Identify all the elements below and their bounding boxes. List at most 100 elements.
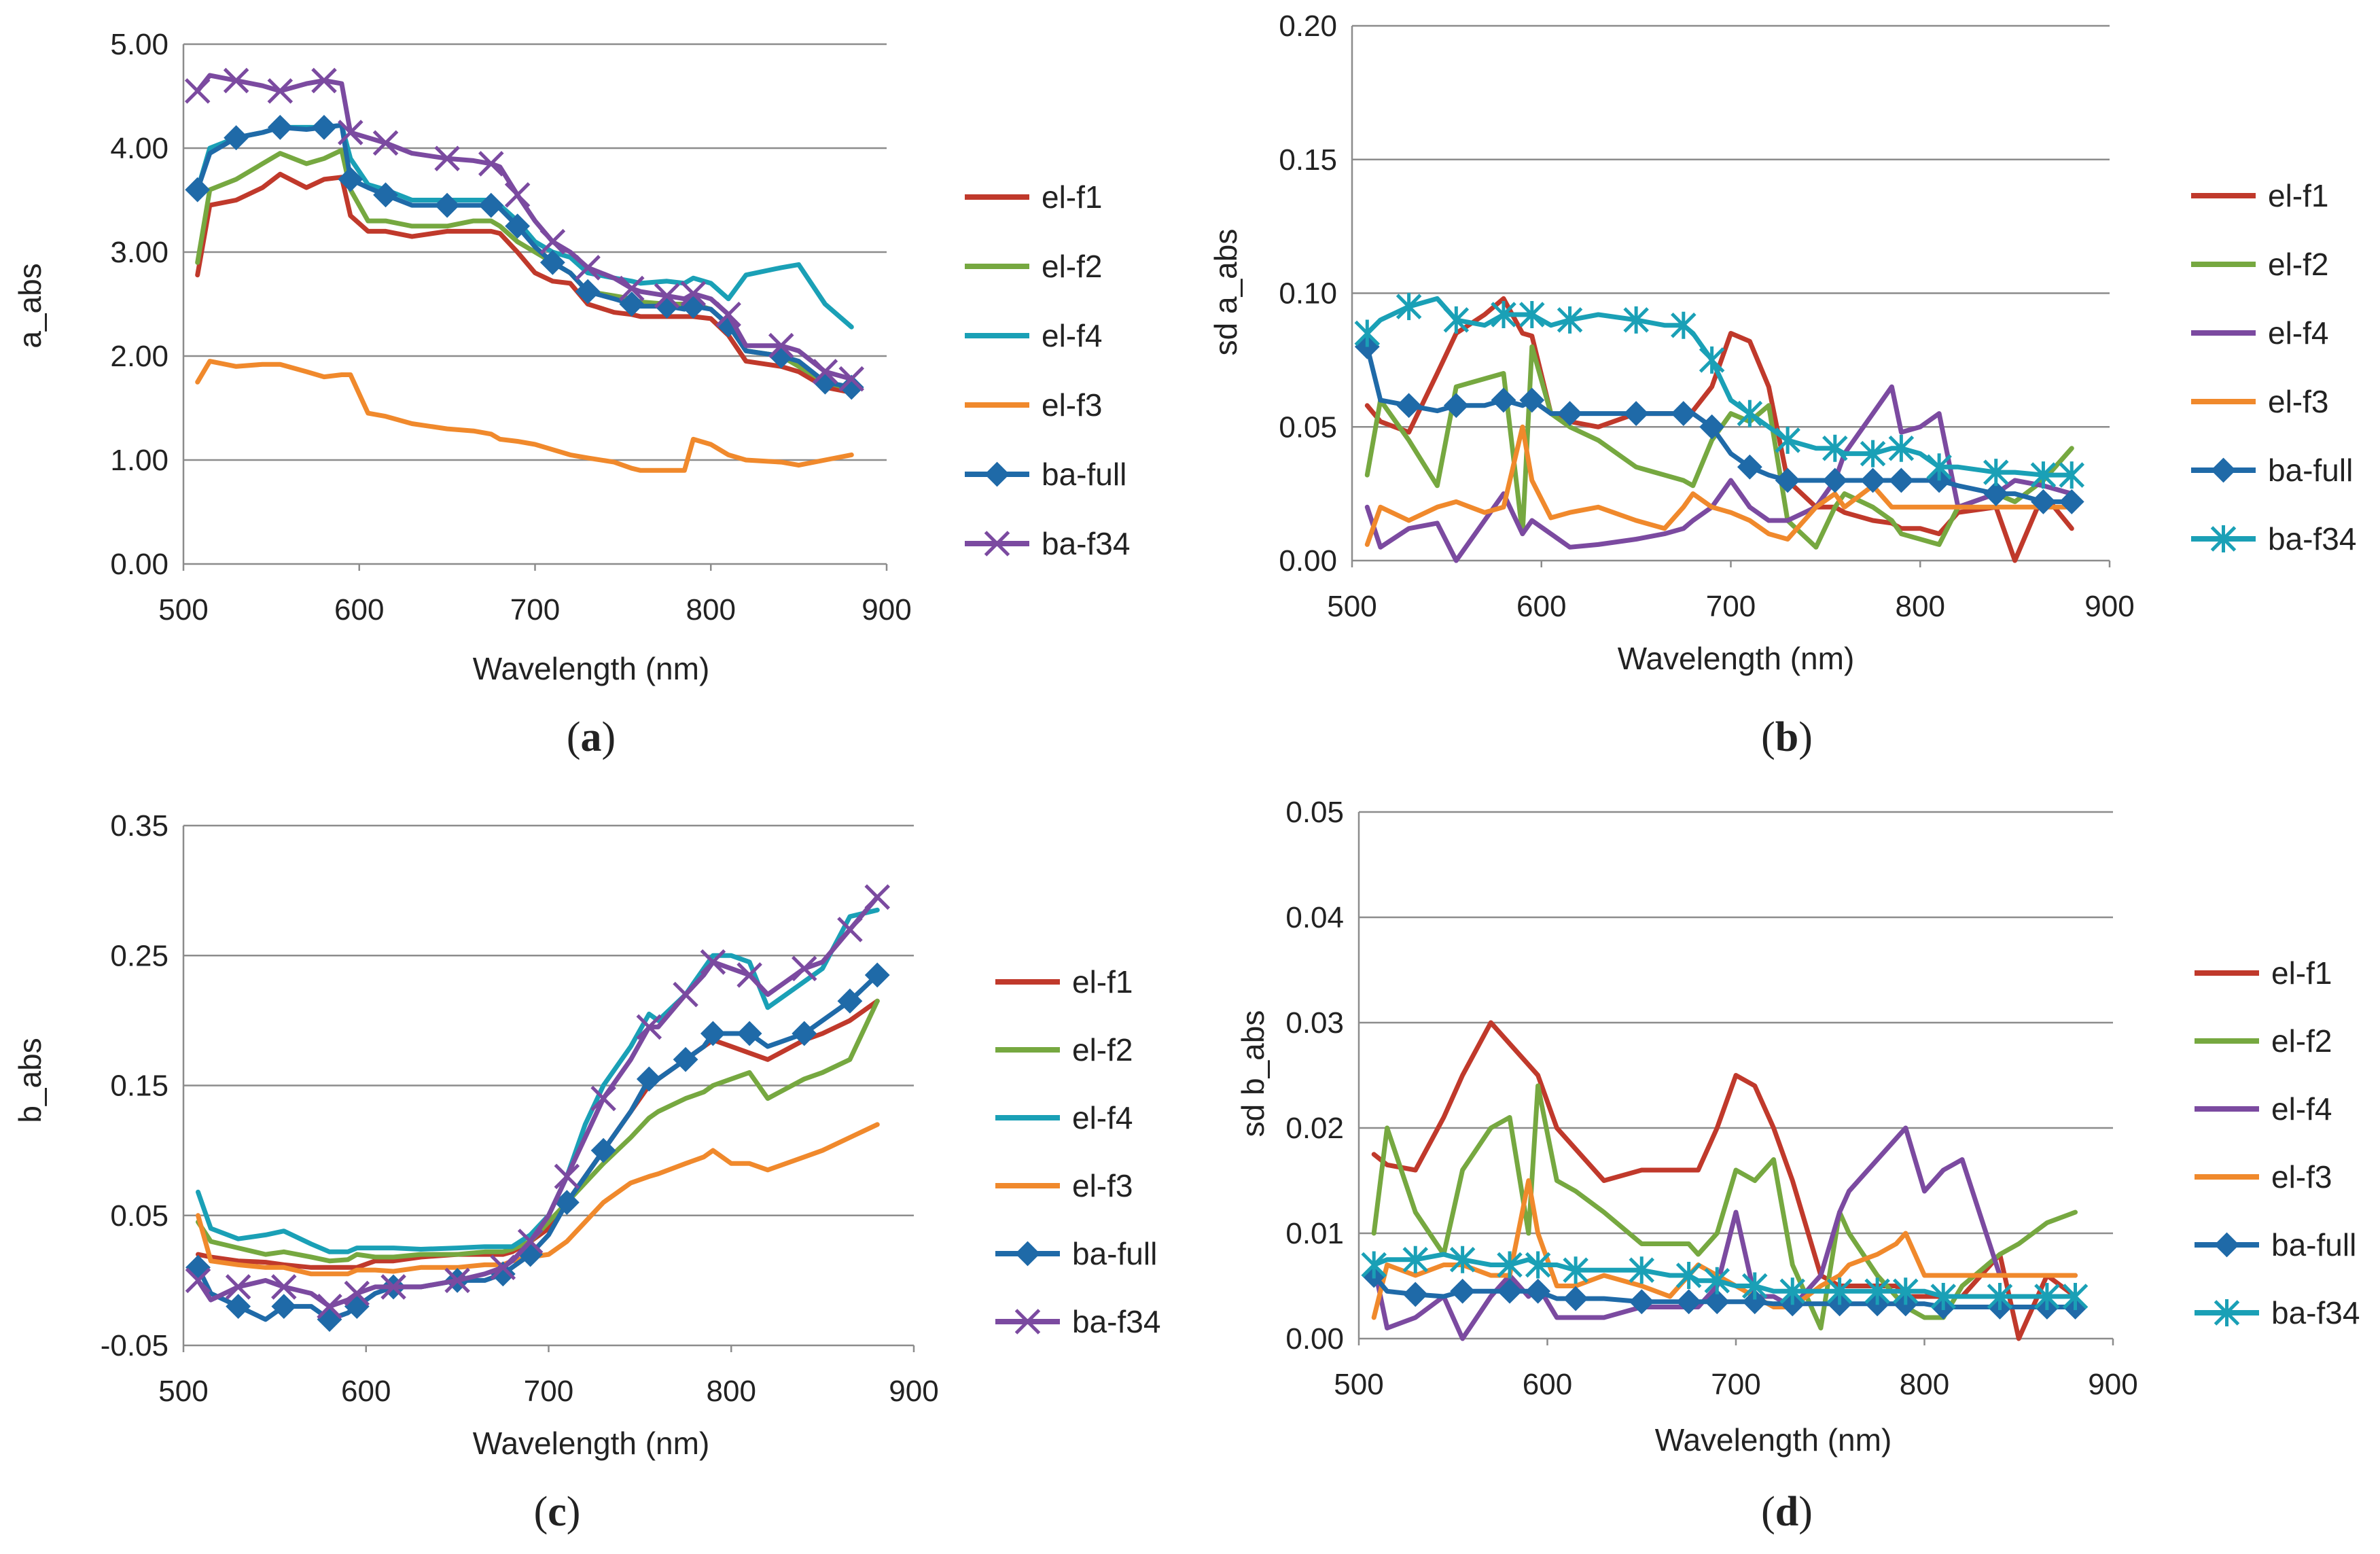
data-point-ba-f34 [673, 981, 698, 1008]
data-point-ba-f34 [590, 1085, 616, 1112]
data-point-ba-full [1822, 467, 1848, 493]
x-tick-label: 900 [862, 593, 911, 626]
data-point-ba-f34 [864, 884, 891, 910]
series-ba-f34 [1361, 1246, 2089, 1310]
legend-label: el-f1 [1042, 179, 1102, 215]
x-tick-label: 600 [1516, 590, 1566, 623]
x-tick-label: 500 [158, 1375, 208, 1408]
series-ba-f34 [1354, 293, 2085, 489]
series-ba-full [185, 114, 864, 400]
data-point-ba-f34 [736, 962, 762, 988]
data-point-ba-f34 [1826, 1277, 1853, 1305]
panel-label: (c) [534, 1489, 581, 1535]
data-point-ba-f34 [680, 281, 707, 306]
y-tick-label: 0.25 [110, 939, 168, 972]
legend-label: el-f1 [2271, 955, 2332, 991]
legend-label: el-f2 [2271, 1023, 2332, 1059]
data-point-ba-f34 [372, 130, 399, 156]
data-point-ba-f34 [1860, 440, 1886, 467]
data-point-ba-f34 [1888, 434, 1915, 462]
data-point-ba-full [1491, 387, 1516, 413]
data-point-ba-full [338, 166, 363, 192]
x-tick-label: 800 [1900, 1368, 1949, 1401]
x-tick-label: 800 [686, 593, 736, 626]
series-el-f2 [196, 998, 880, 1264]
legend-label: ba-f34 [2268, 521, 2356, 557]
data-point-ba-full [1629, 1289, 1654, 1315]
panel-label: (b) [1761, 714, 1813, 760]
series-line-el-f2 [1371, 1083, 2078, 1330]
data-point-ba-full [478, 192, 504, 218]
data-point-ba-f34 [554, 1163, 580, 1190]
data-point-ba-f34 [1396, 293, 1422, 321]
legend-label: el-f2 [1072, 1032, 1133, 1067]
data-point-ba-f34 [575, 255, 601, 281]
legend-label: el-f4 [1042, 318, 1102, 353]
x-tick-label: 500 [1334, 1368, 1383, 1401]
data-point-ba-f34 [1361, 1251, 1387, 1279]
data-point-ba-full [1860, 467, 1885, 493]
data-point-ba-f34 [1987, 1283, 2013, 1310]
data-point-ba-f34 [2034, 1283, 2060, 1310]
data-point-ba-full [1396, 393, 1422, 419]
legend-label: ba-full [1072, 1236, 1157, 1271]
y-axis-title: sd b_abs [1235, 1010, 1271, 1137]
legend: el-f1 el-f2 el-f4 el-f3 ba-full ba-f34 [995, 964, 1160, 1339]
data-point-ba-f34 [434, 145, 460, 172]
panel-d-chart: 0.00 0.01 0.02 0.03 0.04 0.05 500 600 700 800 900 W… [1235, 796, 2360, 1535]
data-point-ba-f34 [490, 1254, 516, 1281]
data-point-ba-f34 [1671, 311, 1697, 339]
x-tick-label: 500 [158, 593, 208, 626]
data-point-ba-f34 [619, 275, 645, 302]
data-point-ba-f34 [267, 78, 294, 104]
y-tick-label: 1.00 [110, 444, 168, 477]
data-point-ba-full [1402, 1282, 1428, 1307]
x-tick-label: 600 [341, 1375, 391, 1408]
x-tick-label: 500 [1327, 590, 1377, 623]
data-point-ba-f34 [1675, 1262, 1702, 1289]
data-point-ba-full [1704, 1289, 1730, 1315]
data-point-ba-full [2059, 489, 2084, 514]
data-point-ba-f34 [311, 67, 337, 94]
data-point-ba-full [700, 1021, 726, 1046]
data-point-ba-f34 [1354, 319, 1381, 347]
legend-label: el-f3 [1042, 387, 1102, 423]
x-tick-label: 700 [1711, 1368, 1760, 1401]
x-tick-label: 900 [889, 1375, 938, 1408]
data-point-ba-full [838, 374, 864, 400]
x-axis-title: Wavelength (nm) [1655, 1422, 1892, 1458]
y-tick-label: 0.10 [1279, 277, 1337, 311]
data-point-ba-full [619, 292, 645, 317]
series-el-f1 [1371, 1020, 2078, 1341]
data-point-ba-f34 [1519, 300, 1545, 328]
series-line-el-f3 [1364, 424, 2074, 547]
legend-label: ba-full [2271, 1227, 2356, 1262]
data-point-ba-full [1742, 1289, 1768, 1315]
series-ba-f34 [185, 884, 891, 1320]
series-line-el-f4 [1371, 1125, 2078, 1341]
data-point-ba-f34 [700, 949, 726, 975]
x-axis-title: Wavelength (nm) [1618, 641, 1855, 676]
series-el-f4 [196, 907, 880, 1254]
data-point-ba-f34 [478, 151, 504, 177]
data-point-ba-full [2031, 489, 2056, 514]
data-point-ba-f34 [223, 67, 249, 94]
data-point-ba-full [539, 249, 565, 275]
legend-marker-ba-full [2214, 1232, 2239, 1258]
data-point-ba-full [1699, 414, 1725, 440]
series-line-ba-f34 [1371, 1252, 2078, 1299]
y-tick-label: 0.00 [1285, 1322, 1344, 1356]
data-point-ba-f34 [185, 1267, 211, 1294]
data-point-ba-full [1497, 1278, 1523, 1304]
data-point-ba-f34 [1525, 1251, 1551, 1279]
data-point-ba-f34 [1497, 1251, 1523, 1279]
y-tick-label: 0.15 [1279, 143, 1337, 177]
x-tick-label: 700 [510, 593, 560, 626]
data-point-ba-f34 [1491, 300, 1516, 328]
data-point-ba-full [226, 1294, 251, 1320]
data-point-ba-f34 [225, 1274, 251, 1300]
data-point-ba-f34 [539, 228, 566, 255]
y-tick-label: 0.01 [1285, 1217, 1344, 1250]
y-tick-label: 0.05 [1279, 410, 1337, 444]
data-point-ba-full [1623, 401, 1649, 426]
